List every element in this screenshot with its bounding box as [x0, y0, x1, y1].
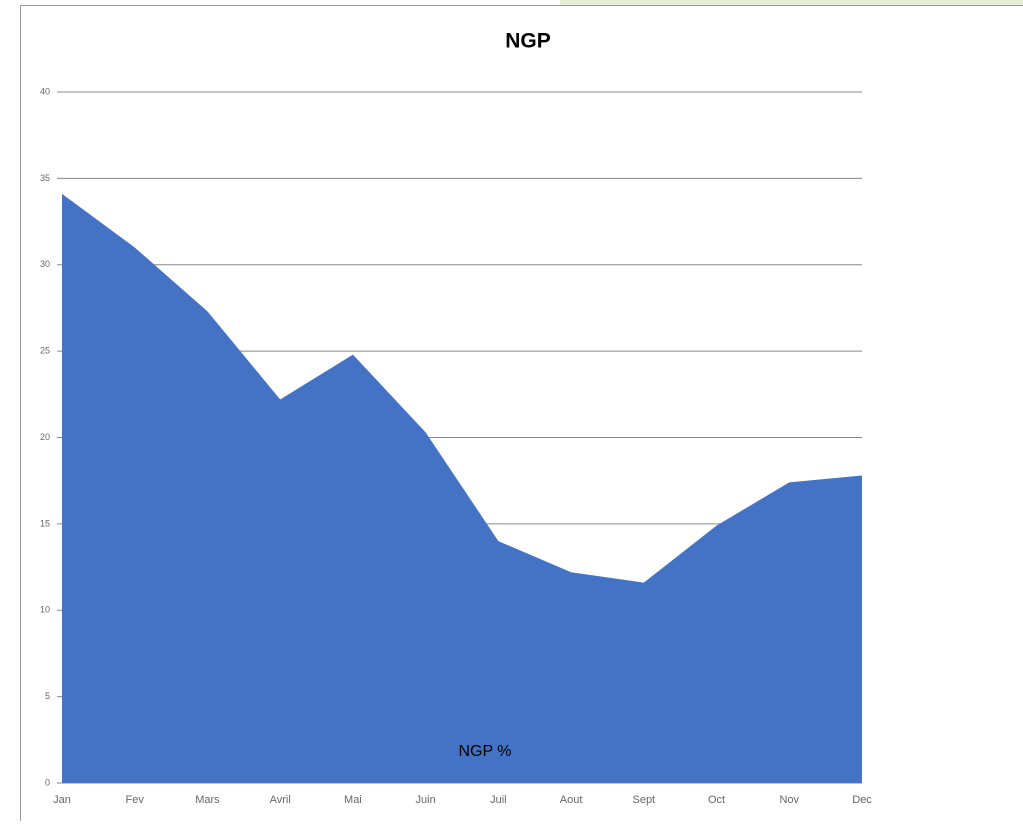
y-tick-label: 5 — [45, 691, 50, 701]
y-tick-label: 30 — [40, 259, 50, 269]
x-tick-label: Sept — [632, 794, 655, 806]
top-strip — [560, 0, 1023, 5]
x-tick-label: Juil — [490, 794, 507, 806]
x-tick-label: Fev — [126, 794, 145, 806]
y-tick-label: 25 — [40, 346, 50, 356]
x-tick-label: Mai — [344, 794, 362, 806]
x-tick-label: Avril — [270, 794, 291, 806]
x-tick-label: Oct — [708, 794, 725, 806]
y-tick-label: 10 — [40, 605, 50, 615]
x-tick-label: Dec — [852, 794, 872, 806]
series-label: NGP % — [458, 743, 511, 760]
y-tick-label: 20 — [40, 432, 50, 442]
x-tick-label: Nov — [779, 794, 799, 806]
x-tick-label: Aout — [560, 794, 583, 806]
x-tick-label: Mars — [195, 794, 220, 806]
x-tick-label: Jan — [53, 794, 71, 806]
chart-title: NGP — [505, 30, 551, 53]
y-tick-label: 15 — [40, 518, 50, 528]
x-tick-label: Juin — [416, 794, 436, 806]
y-tick-label: 0 — [45, 777, 50, 787]
y-tick-label: 40 — [40, 86, 50, 96]
y-tick-label: 35 — [40, 173, 50, 183]
